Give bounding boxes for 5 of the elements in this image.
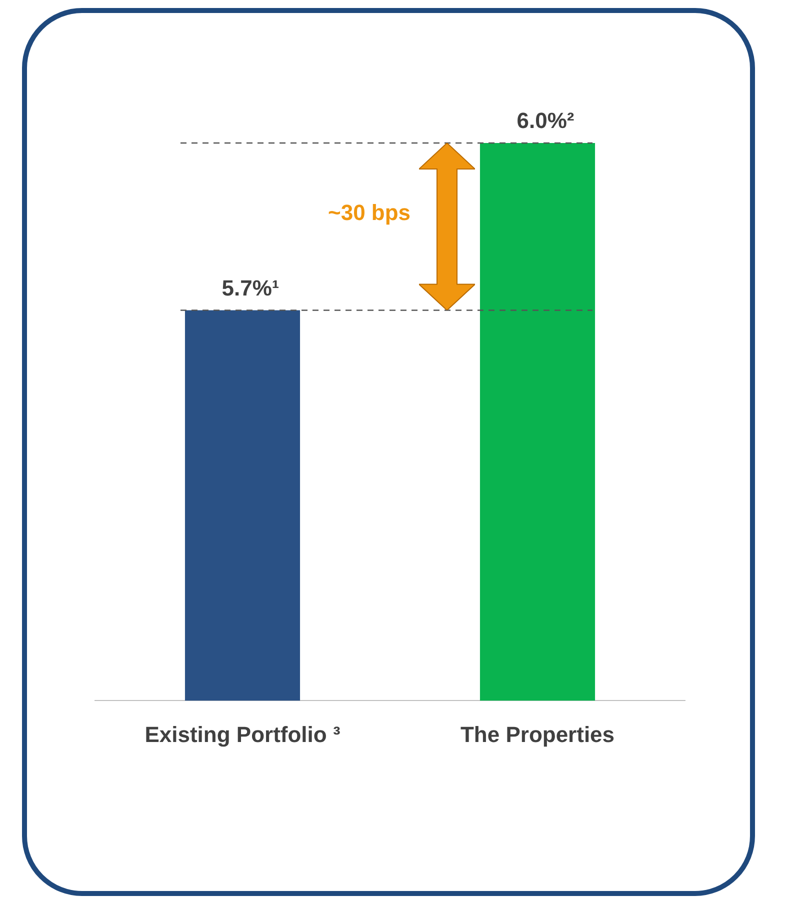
- annotation: ~30 bps: [328, 200, 411, 226]
- x-tick-label: Existing Portfolio ³: [144, 722, 340, 747]
- x-tick-label: The Properties: [460, 722, 615, 747]
- data-label: 6.0%²: [516, 108, 574, 134]
- data-label: 5.7%¹: [222, 275, 280, 300]
